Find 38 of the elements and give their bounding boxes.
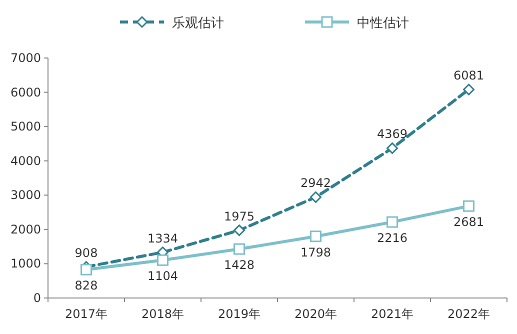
y-tick-label: 7000: [10, 51, 41, 65]
y-tick-label: 0: [33, 291, 41, 305]
x-tick-label: 2019年: [218, 307, 261, 321]
point: [386, 216, 398, 228]
data-label: 1975: [224, 209, 255, 224]
x-tick-label: 2021年: [370, 307, 414, 321]
y-tick-label: 2000: [10, 222, 41, 236]
legend-label: 乐观估计: [172, 16, 224, 31]
data-label: 6081: [453, 68, 484, 83]
data-label: 1798: [300, 245, 332, 260]
x-tick-label: 2020年: [294, 307, 338, 321]
point: [157, 254, 168, 266]
point: [386, 142, 398, 154]
data-label: 4369: [376, 127, 408, 142]
data-label: 2216: [376, 231, 408, 246]
point: [80, 264, 92, 276]
legend-label: 中性估计: [357, 16, 409, 31]
data-label: 2681: [453, 215, 484, 230]
point: [310, 191, 322, 203]
data-label: 2942: [300, 176, 332, 190]
data-label: 1334: [147, 231, 178, 246]
y-tick-label: 5000: [10, 120, 41, 134]
y-tick-label: 1000: [10, 256, 41, 271]
point: [234, 224, 245, 236]
y-tick-label: 3000: [10, 188, 41, 202]
point: [310, 230, 322, 242]
data-label: 1428: [224, 258, 255, 272]
data-label: 1104: [147, 269, 178, 284]
point: [463, 200, 474, 212]
x-tick-label: 2022年: [447, 307, 490, 321]
point: [234, 243, 245, 255]
y-tick-label: 4000: [10, 154, 41, 168]
x-tick-label: 2017年: [64, 307, 108, 321]
x-tick-label: 2018年: [141, 307, 184, 321]
data-label: 908: [74, 246, 98, 260]
y-tick-label: 6000: [10, 85, 41, 100]
data-label: 828: [74, 278, 98, 293]
point: [463, 84, 474, 96]
